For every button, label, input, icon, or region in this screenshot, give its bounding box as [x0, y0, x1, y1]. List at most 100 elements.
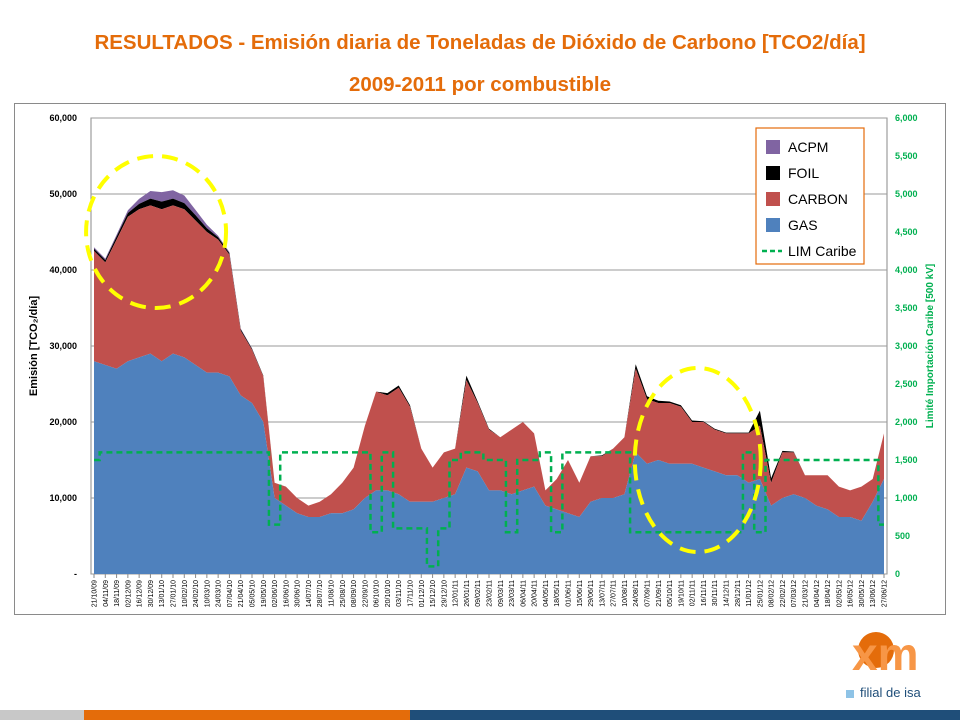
- x-tick-label: 04/04/12: [814, 580, 821, 607]
- x-tick-label: 13/01/10: [159, 580, 166, 607]
- x-tick-label: 02/05/12: [836, 580, 843, 607]
- x-tick-label: 12/01/11: [453, 580, 460, 607]
- x-tick-label: 29/06/11: [588, 580, 595, 607]
- y-tick-label: 60,000: [49, 113, 77, 123]
- emissions-chart: - 10,000 20,000 30,000 40,000 50,000 60,000 0 50…: [28, 113, 936, 607]
- y-tick-label: 30,000: [49, 341, 77, 351]
- area-carbon: [94, 205, 884, 521]
- x-tick-label: 30/12/09: [148, 580, 155, 607]
- x-tick-label: 16/12/09: [137, 580, 144, 607]
- x-tick-label: 18/05/11: [554, 580, 561, 607]
- x-tick-label: 21/03/12: [803, 580, 810, 607]
- x-tick-label: 21/04/10: [238, 580, 245, 607]
- x-tick-label: 25/01/12: [757, 580, 764, 607]
- x-tick-label: 22/09/10: [362, 580, 369, 607]
- logo-text: xm: [852, 628, 918, 680]
- chart-frame: - 10,000 20,000 30,000 40,000 50,000 60,000 0 50…: [14, 103, 946, 615]
- legend-swatch-gas: [766, 218, 780, 232]
- x-tick-label: 03/11/10: [396, 580, 403, 607]
- x-tick-label: 19/05/10: [261, 580, 268, 607]
- x-tick-label: 01/06/11: [566, 580, 573, 607]
- legend-label: FOIL: [788, 165, 819, 181]
- x-tick-label: 07/03/12: [791, 580, 798, 607]
- x-tick-label: 04/11/09: [103, 580, 110, 607]
- y-tick-label: 10,000: [49, 493, 77, 503]
- y2-tick-label: 1,000: [895, 493, 918, 503]
- x-tick-label: 14/12/11: [724, 580, 731, 607]
- x-tick-label: 06/04/11: [520, 580, 527, 607]
- x-tick-label: 16/05/12: [848, 580, 855, 607]
- highlight-ellipse: [632, 366, 763, 554]
- y2-axis-label: Limité Importación Caribe [500 kV]: [925, 264, 936, 429]
- x-tick-label: 11/08/10: [329, 580, 336, 607]
- x-tick-label: 28/12/11: [735, 580, 742, 607]
- x-tick-label: 02/11/11: [690, 580, 697, 606]
- x-tick-label: 13/06/12: [870, 580, 877, 607]
- x-tick-label: 26/01/11: [464, 580, 471, 607]
- x-tick-label: 08/02/12: [769, 580, 776, 607]
- legend-label: CARBON: [788, 191, 848, 207]
- tagline-text: filial de isa: [860, 685, 921, 700]
- x-tick-label: 02/12/09: [125, 580, 132, 607]
- y2-tick-label: 4,500: [895, 227, 918, 237]
- slide-title: RESULTADOS - Emisión diaria de Toneladas…: [0, 22, 960, 106]
- logo-tagline: filial de isa: [846, 685, 921, 700]
- x-tick-label: 21/10/09: [92, 580, 99, 607]
- y2-tick-label: 2,000: [895, 417, 918, 427]
- footer-gray-segment: [0, 710, 84, 720]
- x-tick-label: 09/02/11: [475, 580, 482, 607]
- x-tick-label: 16/06/10: [283, 580, 290, 607]
- x-tick-label: 05/05/10: [250, 580, 257, 607]
- xm-logo: xm: [852, 628, 918, 680]
- y2-tick-label: 1,500: [895, 455, 918, 465]
- x-tick-label: 15/06/11: [577, 580, 584, 607]
- footer-orange-segment: [84, 710, 410, 720]
- legend-label: GAS: [788, 217, 818, 233]
- y2-tick-label: 2,500: [895, 379, 918, 389]
- footer-blue-segment: [410, 710, 960, 720]
- y2-tick-label: 5,500: [895, 151, 918, 161]
- x-tick-label: 27/06/12: [882, 580, 889, 607]
- x-tick-label: 13/07/11: [599, 580, 606, 607]
- x-tick-label: 24/03/10: [216, 580, 223, 607]
- x-tick-label: 25/08/10: [340, 580, 347, 607]
- title-line-2: 2009-2011 por combustible: [348, 73, 612, 96]
- x-tick-label: 05/10/11: [667, 580, 674, 607]
- x-tick-label: 22/02/12: [780, 580, 787, 607]
- x-tick-label: 06/10/10: [374, 580, 381, 607]
- y2-tick-label: 3,500: [895, 303, 918, 313]
- footer-bar: [0, 702, 960, 720]
- x-tick-label: 17/11/10: [408, 580, 415, 607]
- x-tick-label: 20/10/10: [385, 580, 392, 607]
- y2-tick-label: 6,000: [895, 113, 918, 123]
- logo-circle-icon: [858, 632, 894, 668]
- x-tick-label: 24/08/11: [633, 580, 640, 607]
- x-tick-label: 23/03/11: [509, 580, 516, 607]
- x-tick-label: 30/06/10: [295, 580, 302, 607]
- x-tick-label: 28/07/10: [317, 580, 324, 607]
- y2-tick-label: 3,000: [895, 341, 918, 351]
- y2-tick-label: 500: [895, 531, 910, 541]
- x-tick-label: 10/03/10: [204, 580, 211, 607]
- x-tick-label: 30/05/12: [859, 580, 866, 607]
- y-tick-label: 20,000: [49, 417, 77, 427]
- x-tick-label: 11/01/12: [746, 580, 753, 607]
- x-tick-label: 21/09/11: [656, 580, 663, 607]
- x-tick-label: 19/10/11: [678, 580, 685, 607]
- highlight-ellipse: [84, 154, 229, 310]
- legend-label: ACPM: [788, 139, 828, 155]
- x-tick-label: 15/12/10: [430, 580, 437, 607]
- x-tick-label: 18/04/12: [825, 580, 832, 607]
- x-tick-label: 10/08/11: [622, 580, 629, 607]
- title-line-1: RESULTADOS - Emisión diaria de Toneladas…: [94, 31, 866, 54]
- tagline-square-icon: [846, 689, 854, 698]
- x-tick-label: 08/09/10: [351, 580, 358, 607]
- x-tick-label: 09/03/11: [498, 580, 505, 607]
- x-tick-label: 30/11/11: [712, 580, 719, 606]
- y-tick-label: -: [74, 569, 77, 579]
- y-axis-label: Emisión [TCO₂/día]: [28, 296, 40, 397]
- area-gas: [94, 353, 884, 574]
- y2-tick-label: 4,000: [895, 265, 918, 275]
- legend-swatch-foil: [766, 166, 780, 180]
- x-tick-label: 18/11/09: [114, 580, 121, 607]
